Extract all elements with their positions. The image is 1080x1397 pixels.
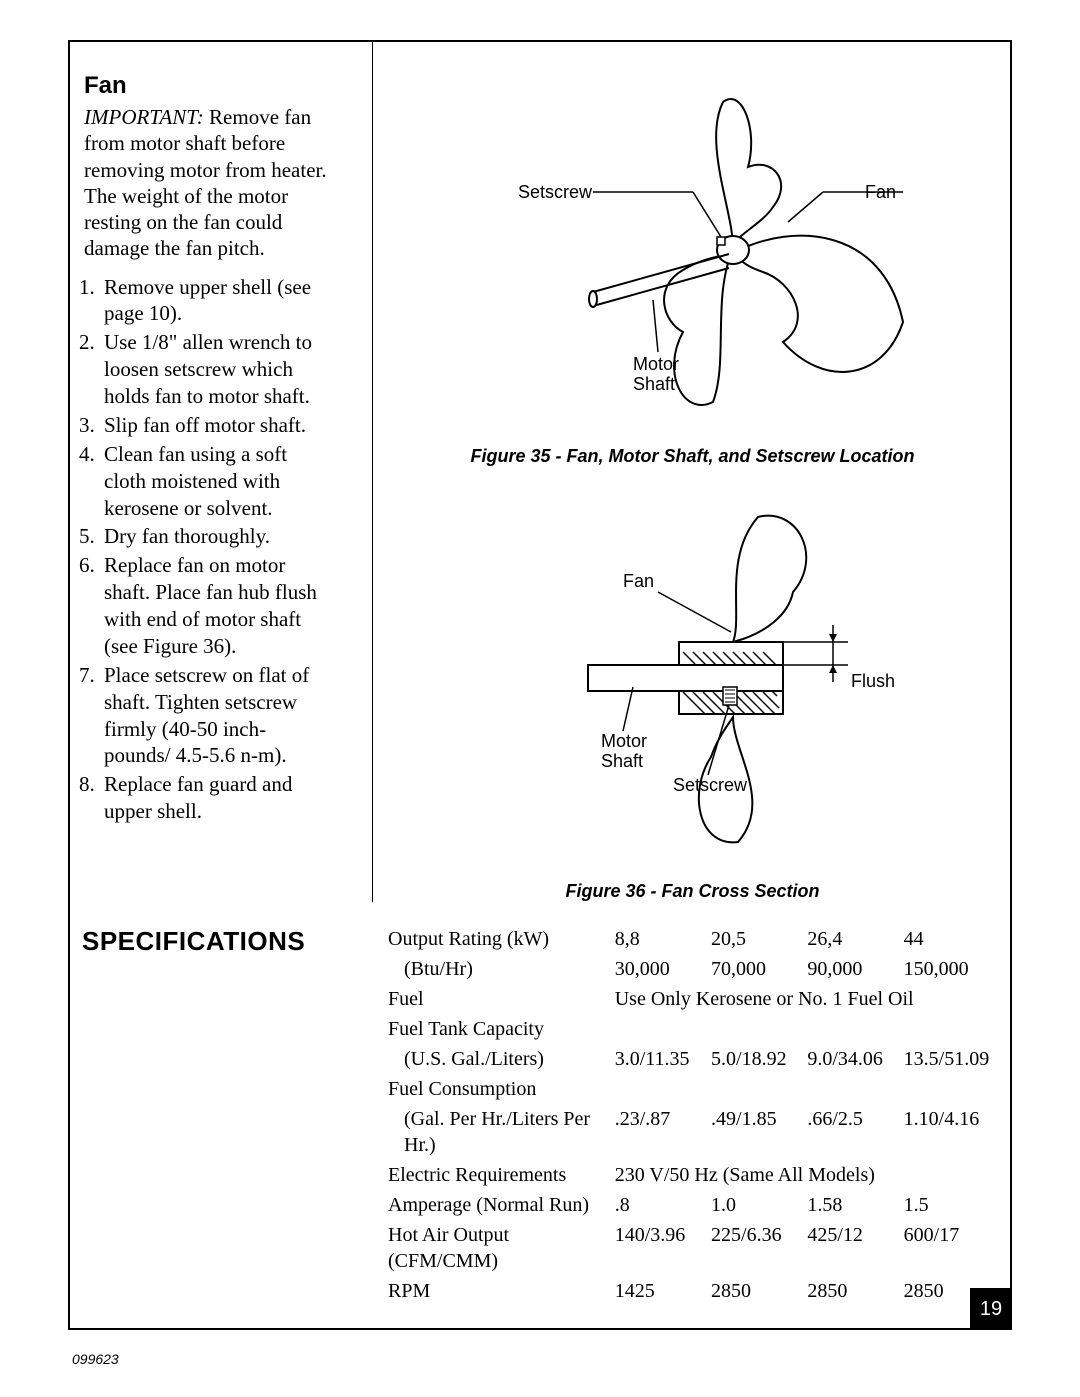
svg-text:Fan: Fan (865, 182, 896, 202)
svg-text:Fan: Fan (623, 571, 654, 591)
document-number: 099623 (72, 1351, 119, 1367)
spec-value: 44 (904, 924, 1000, 954)
list-item: Replace fan guard and upper shell. (100, 771, 332, 825)
spec-value: 1.5 (904, 1190, 1000, 1220)
spec-label: (Gal. Per Hr./Liters Per Hr.) (388, 1104, 615, 1160)
spec-value: 13.5/51.09 (904, 1044, 1000, 1074)
spec-value: 3.0/11.35 (615, 1044, 711, 1074)
spec-label: (Btu/Hr) (388, 954, 615, 984)
table-row: (Gal. Per Hr./Liters Per Hr.).23/.87.49/… (388, 1104, 1000, 1160)
svg-text:Motor: Motor (601, 731, 647, 751)
spec-value: 1425 (615, 1276, 711, 1306)
svg-text:Shaft: Shaft (601, 751, 643, 771)
spec-value: .49/1.85 (711, 1104, 807, 1160)
table-row: Electric Requirements230 V/50 Hz (Same A… (388, 1160, 1000, 1190)
spec-value: .23/.87 (615, 1104, 711, 1160)
spec-value: 425/12 (807, 1220, 903, 1276)
spec-label: Fuel Tank Capacity (388, 1014, 615, 1044)
spec-value: 230 V/50 Hz (Same All Models) (615, 1160, 1000, 1190)
specifications-heading: SPECIFICATIONS (82, 926, 305, 957)
list-item: Remove upper shell (see page 10). (100, 274, 332, 328)
list-item: Use 1/8" allen wrench to loosen setscrew… (100, 329, 332, 410)
table-row: Fuel Tank Capacity (388, 1014, 1000, 1044)
spec-value: 30,000 (615, 954, 711, 984)
table-row: FuelUse Only Kerosene or No. 1 Fuel Oil (388, 984, 1000, 1014)
spec-value: 70,000 (711, 954, 807, 984)
spec-label: Output Rating (kW) (388, 924, 615, 954)
spec-label: Electric Requirements (388, 1160, 615, 1190)
left-column: Fan IMPORTANT: Remove fan from motor sha… (84, 72, 332, 827)
spec-value: 2850 (711, 1276, 807, 1306)
spec-value: .66/2.5 (807, 1104, 903, 1160)
spec-value: 150,000 (904, 954, 1000, 984)
list-item: Dry fan thoroughly. (100, 523, 332, 550)
table-row: Amperage (Normal Run).81.01.581.5 (388, 1190, 1000, 1220)
figure-35-caption: Figure 35 - Fan, Motor Shaft, and Setscr… (390, 446, 995, 467)
column-divider (372, 42, 373, 902)
spec-value: 1.58 (807, 1190, 903, 1220)
figure-36-caption: Figure 36 - Fan Cross Section (390, 881, 995, 902)
diagram-area: Setscrew Fan Motor Shaft Figure 35 - Fan… (390, 72, 995, 922)
svg-text:Setscrew: Setscrew (673, 775, 748, 795)
list-item: Replace fan on motor shaft. Place fan hu… (100, 552, 332, 660)
page-frame: Fan IMPORTANT: Remove fan from motor sha… (68, 40, 1012, 1330)
spec-label: Fuel (388, 984, 615, 1014)
spec-value: 2850 (807, 1276, 903, 1306)
spec-value: 8,8 (615, 924, 711, 954)
spec-value: .8 (615, 1190, 711, 1220)
spec-value: 1.0 (711, 1190, 807, 1220)
list-item: Slip fan off motor shaft. (100, 412, 332, 439)
important-label: IMPORTANT: (84, 105, 204, 129)
table-row: (Btu/Hr)30,00070,00090,000150,000 (388, 954, 1000, 984)
page-number: 19 (970, 1288, 1012, 1330)
list-item: Clean fan using a soft cloth moistened w… (100, 441, 332, 522)
spec-label: RPM (388, 1276, 615, 1306)
table-row: Output Rating (kW)8,820,526,444 (388, 924, 1000, 954)
fan-important-note: IMPORTANT: Remove fan from motor shaft b… (84, 104, 332, 262)
svg-text:Flush: Flush (851, 671, 895, 691)
spec-value: Use Only Kerosene or No. 1 Fuel Oil (615, 984, 1000, 1014)
spec-value: 1.10/4.16 (904, 1104, 1000, 1160)
spec-label: Hot Air Output (CFM/CMM) (388, 1220, 615, 1276)
svg-text:Setscrew: Setscrew (518, 182, 593, 202)
spec-value: 5.0/18.92 (711, 1044, 807, 1074)
figure-35-diagram: Setscrew Fan Motor Shaft (390, 72, 995, 438)
spec-label: Fuel Consumption (388, 1074, 615, 1104)
list-item: Place setscrew on flat of shaft. Tighten… (100, 662, 332, 770)
spec-value: 20,5 (711, 924, 807, 954)
fan-heading: Fan (84, 72, 332, 100)
spec-value: 600/17 (904, 1220, 1000, 1276)
spec-label: (U.S. Gal./Liters) (388, 1044, 615, 1074)
spec-value: 90,000 (807, 954, 903, 984)
spec-value: 26,4 (807, 924, 903, 954)
table-row: RPM1425285028502850 (388, 1276, 1000, 1306)
table-row: (U.S. Gal./Liters)3.0/11.355.0/18.929.0/… (388, 1044, 1000, 1074)
svg-text:Shaft: Shaft (633, 374, 675, 394)
spec-label: Amperage (Normal Run) (388, 1190, 615, 1220)
spec-value: 9.0/34.06 (807, 1044, 903, 1074)
spec-value: 140/3.96 (615, 1220, 711, 1276)
spec-value: 225/6.36 (711, 1220, 807, 1276)
svg-text:Motor: Motor (633, 354, 679, 374)
fan-steps-list: Remove upper shell (see page 10). Use 1/… (84, 274, 332, 826)
table-row: Hot Air Output (CFM/CMM)140/3.96225/6.36… (388, 1220, 1000, 1276)
specifications-table: Output Rating (kW)8,820,526,444(Btu/Hr)3… (388, 924, 1000, 1306)
table-row: Fuel Consumption (388, 1074, 1000, 1104)
figure-36-diagram: Flush Fan Motor Shaft Setscrew (390, 487, 995, 873)
